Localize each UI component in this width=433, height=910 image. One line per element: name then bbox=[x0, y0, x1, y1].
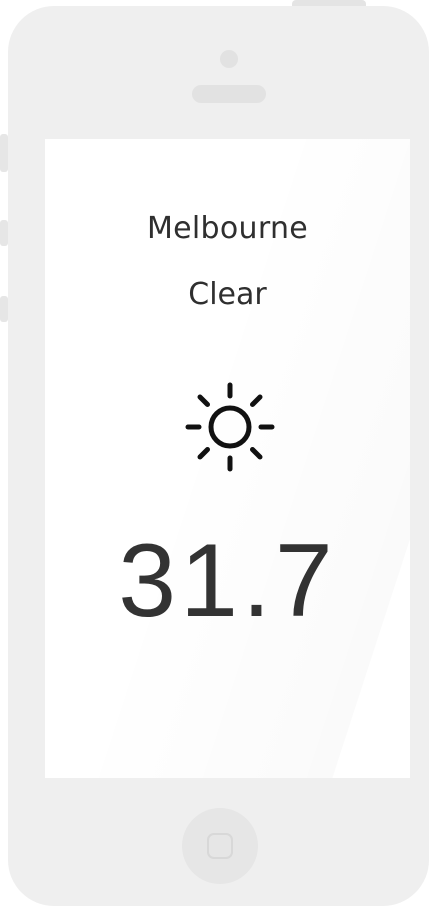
sun-icon bbox=[185, 382, 275, 472]
power-button[interactable] bbox=[292, 0, 366, 8]
temperature-value: 31.7 bbox=[118, 523, 337, 639]
phone-screen: Melbourne Clear 31.7 bbox=[45, 139, 410, 778]
earpiece-speaker bbox=[192, 85, 266, 103]
mute-switch[interactable] bbox=[0, 134, 8, 172]
home-button[interactable] bbox=[182, 808, 258, 884]
home-button-square-icon bbox=[207, 833, 233, 859]
phone-frame: Melbourne Clear 31.7 bbox=[0, 6, 429, 906]
weather-condition: Clear bbox=[188, 277, 267, 312]
city-name: Melbourne bbox=[146, 211, 309, 246]
front-camera bbox=[220, 50, 238, 68]
volume-down-button[interactable] bbox=[0, 296, 8, 322]
volume-up-button[interactable] bbox=[0, 220, 8, 246]
